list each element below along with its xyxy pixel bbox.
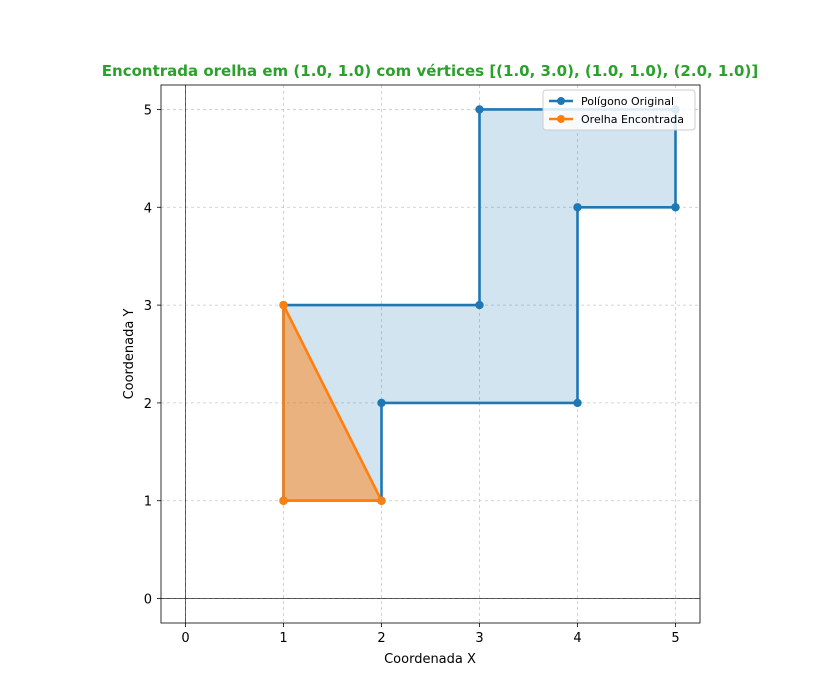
axes-background: [161, 85, 700, 623]
x-tick-label: 1: [279, 631, 287, 646]
legend-marker-swatch: [557, 97, 565, 105]
y-axis-ticks: 0 1 2 3 4 5: [144, 103, 161, 608]
original-polygon-vertex-point: [475, 300, 484, 310]
chart-title: Encontrada orelha em (1.0, 1.0) com vért…: [102, 62, 758, 80]
x-tick-label: 4: [573, 631, 581, 646]
found-ear-vertex-point: [279, 496, 288, 505]
original-polygon-vertex-point: [475, 105, 484, 114]
axes-frame: [160, 84, 701, 624]
legend-label: Polígono Original: [581, 95, 674, 108]
legend-marker-swatch: [557, 115, 565, 123]
y-tick-label: 1: [144, 495, 152, 510]
y-tick-label: 5: [144, 103, 152, 118]
x-tick-label: 2: [377, 631, 385, 646]
legend-label: Orelha Encontrada: [581, 113, 684, 126]
x-axis-ticks: 0 1 2 3 4 5: [181, 623, 680, 646]
x-tick-label: 3: [475, 631, 483, 646]
legend-frame: [542, 89, 696, 131]
original-polygon-vertex-point: [573, 203, 582, 212]
original-polygon-vertex-point: [573, 398, 582, 408]
found-ear-vertex-point: [377, 496, 386, 505]
zero-lines: [161, 85, 700, 623]
found-ear-vertex-point: [279, 300, 288, 310]
x-tick-label: 0: [181, 631, 189, 646]
y-axis-label: Coordenada Y: [122, 309, 137, 400]
original-polygon-vertex-point: [671, 203, 680, 212]
plot-area: [160, 84, 701, 624]
y-tick-label: 3: [144, 299, 152, 314]
y-tick-label: 4: [144, 201, 152, 216]
x-axis-label: Coordenada X: [384, 652, 476, 667]
y-tick-label: 2: [144, 397, 152, 412]
found-ear-line: [282, 304, 383, 503]
original-polygon-vertex-point: [377, 398, 386, 408]
y-tick-label: 0: [144, 593, 152, 608]
x-tick-label: 5: [671, 631, 679, 646]
legend: Polígono Original Orelha Encontrada: [542, 89, 696, 131]
